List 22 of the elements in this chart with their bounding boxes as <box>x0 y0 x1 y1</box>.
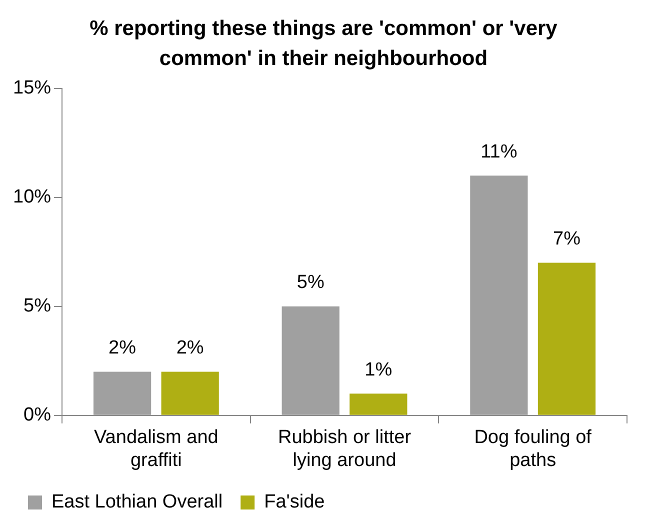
y-tick-label: 10% <box>12 186 52 208</box>
chart-title: % reporting these things are 'common' or 'very common' in their neighbourhood <box>88 16 558 72</box>
data-label: 2% <box>176 338 204 359</box>
data-label: 2% <box>108 338 136 359</box>
data-label: 5% <box>296 272 324 294</box>
bar <box>470 176 528 415</box>
bar <box>282 306 340 415</box>
y-tick-label: 0% <box>24 404 52 426</box>
x-tick-label: Dog fouling of paths <box>474 427 592 471</box>
legend-label: East Lothian Overall <box>52 492 223 513</box>
data-label: 1% <box>364 359 392 380</box>
bar <box>538 262 596 415</box>
y-tick-label: 15% <box>12 78 52 99</box>
legend-label: Fa'side <box>264 492 325 513</box>
data-label: 7% <box>553 228 581 250</box>
y-tick-label: 5% <box>24 296 52 317</box>
bar <box>161 372 219 415</box>
bar <box>93 372 152 415</box>
x-tick-label: Rubbish or litter lying around <box>278 427 412 471</box>
x-tick-label: Vandalism and graffiti <box>94 427 218 471</box>
bar <box>350 394 408 415</box>
data-label: 11% <box>480 141 518 162</box>
